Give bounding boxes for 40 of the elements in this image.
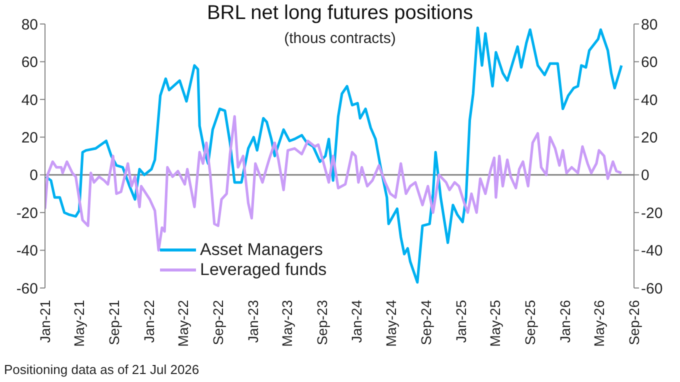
y-tick-label: 0	[30, 167, 38, 184]
x-tick-label: Sep-25	[522, 300, 538, 346]
y2-tick-label: 80	[641, 16, 658, 34]
y2-tick-label: 40	[641, 92, 658, 109]
y-tick-label: -60	[16, 280, 38, 298]
y-tick-label: -40	[16, 242, 38, 260]
y-tick-label: 40	[21, 92, 38, 109]
x-tick-label: May-22	[175, 300, 192, 347]
y-tick-label: 80	[21, 16, 38, 34]
x-tick-label: Jan-26	[556, 300, 573, 343]
y2-tick-label: -60	[641, 280, 663, 298]
y2-tick-label: -20	[641, 204, 663, 222]
legend-label: Leveraged funds	[200, 260, 327, 280]
y-tick-label: 60	[21, 54, 38, 72]
chart-title: BRL net long futures positions	[206, 2, 474, 24]
x-tick-label: Jan-23	[244, 300, 261, 343]
y-tick-label: -20	[16, 204, 38, 222]
x-tick-label: Jan-24	[348, 300, 365, 343]
x-tick-label: Jan-22	[140, 300, 157, 343]
x-tick-label: Sep-24	[418, 300, 434, 346]
x-tick-label: Jan-25	[452, 300, 469, 343]
y2-tick-label: 20	[641, 129, 658, 146]
y2-tick-label: 60	[641, 54, 658, 72]
x-tick-label: Sep-26	[626, 300, 642, 346]
x-tick-label: Sep-21	[106, 300, 122, 346]
x-tick-label: Sep-23	[314, 300, 330, 346]
x-tick-label: May-26	[590, 300, 607, 347]
x-tick-label: May-24	[383, 300, 400, 347]
x-tick-label: Jan-21	[37, 300, 53, 343]
x-tick-label: May-23	[278, 300, 295, 347]
chart-subtitle: (thous contracts)	[284, 30, 396, 47]
line-series	[45, 26, 623, 284]
legend-label: Asset Managers	[200, 240, 323, 260]
y-tick-label: 20	[21, 129, 38, 146]
y2-tick-label: -40	[641, 242, 663, 260]
text: Positioning data as of 21 Jul 2026	[4, 362, 200, 377]
y2-tick-label: 0	[641, 167, 650, 184]
x-tick-label: Sep-22	[210, 300, 226, 346]
x-tick-label: May-21	[71, 300, 88, 347]
x-tick-label: May-25	[487, 300, 504, 347]
